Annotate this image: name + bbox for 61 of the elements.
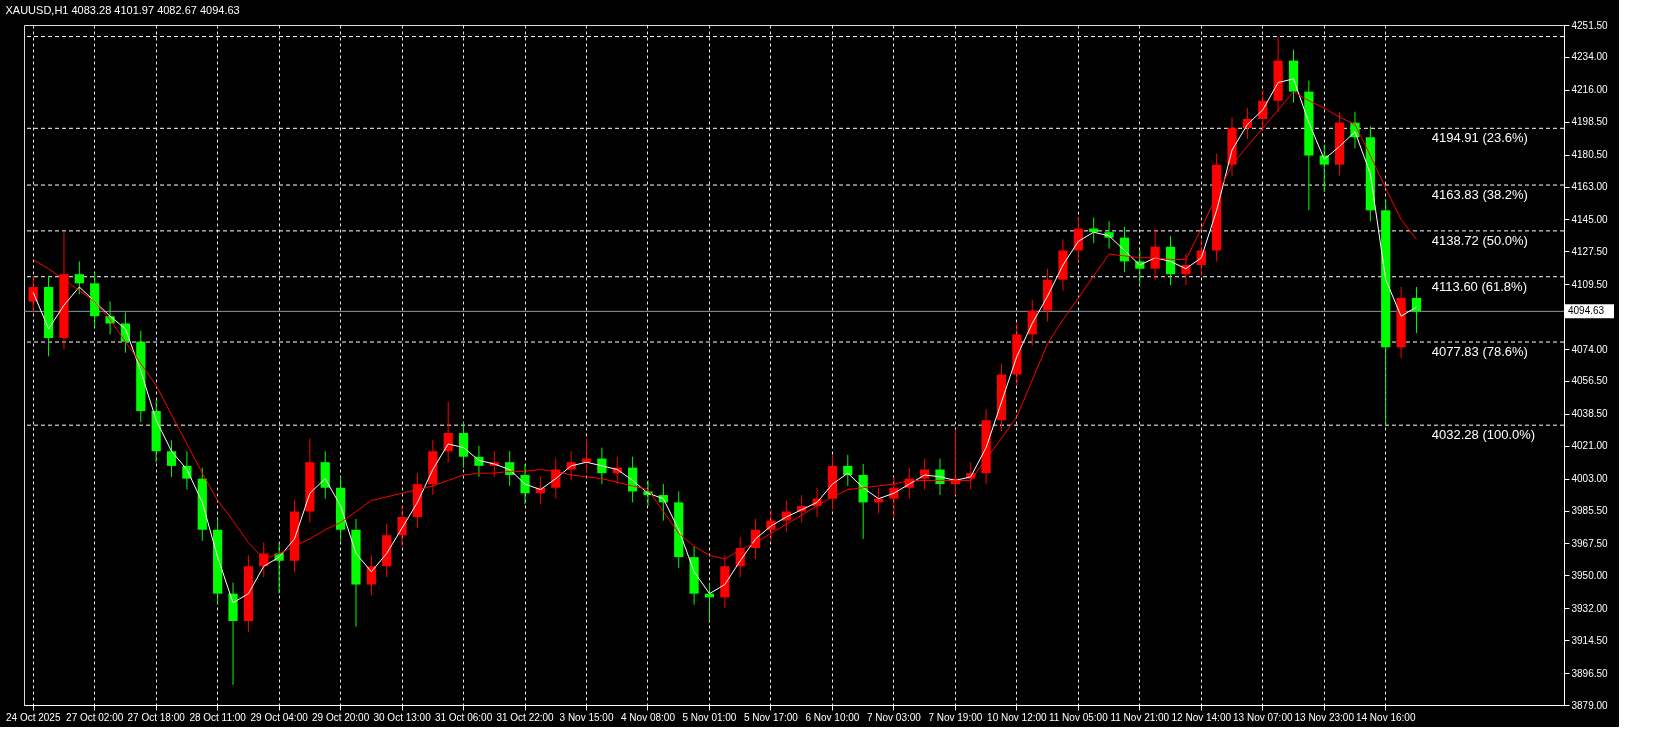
y-tick-label: 3932.00 [1571,602,1609,614]
y-tick-label: 4216.00 [1571,84,1609,96]
x-tick-label: 11 Nov 21:00 [1110,711,1170,723]
x-tick-label: 30 Oct 13:00 [373,711,432,723]
y-tick-label: 3985.50 [1571,505,1609,517]
candlestick [889,476,899,518]
y-tick-label: 4163.00 [1571,181,1609,193]
candlestick [28,275,38,314]
candlestick [458,421,469,469]
ref-line-label: 4032.28 (100.0%) [1431,427,1536,443]
y-tick-label: 4003.00 [1571,473,1609,485]
candlestick [520,463,530,505]
ref-line-label: 4094.63 [1568,305,1605,317]
x-tick-label: 13 Nov 23:00 [1294,711,1355,723]
y-tick-label: 3914.50 [1571,634,1609,646]
x-tick-label: 7 Nov 19:00 [928,711,983,723]
x-tick-label: 29 Oct 20:00 [311,711,370,723]
ref-line-label: 4163.83 (38.2%) [1431,187,1528,203]
x-tick-label: 29 Oct 04:00 [250,711,309,723]
y-tick-label: 3967.50 [1571,537,1609,549]
y-tick-label: 4180.50 [1571,149,1609,161]
x-tick-label: 5 Nov 17:00 [743,711,799,723]
x-tick-label: 4 Nov 08:00 [621,711,676,723]
x-tick-label: 27 Oct 18:00 [127,711,186,723]
y-tick-label: 4251.50 [1571,19,1609,31]
y-tick-label: 4038.50 [1571,408,1609,420]
y-tick-label: 4074.00 [1571,343,1609,355]
y-tick-label: 4198.50 [1571,116,1609,128]
y-tick-label: 4127.50 [1571,245,1609,257]
candlestick [166,439,177,478]
x-tick-label: 31 Oct 06:00 [434,711,493,723]
x-tick-label: 14 Nov 16:00 [1355,711,1416,723]
x-tick-label: 13 Nov 07:00 [1233,711,1293,723]
y-tick-label: 3950.00 [1571,569,1609,581]
candlestick [74,260,84,295]
candlestick [1150,228,1160,281]
y-tick-label: 3879.00 [1571,699,1609,711]
chart-title: XAUUSD,H1 4083.28 4101.97 4082.67 4094.63 [5,4,240,16]
x-tick-label: 10 Nov 12:00 [987,711,1048,723]
y-tick-label: 4145.00 [1571,213,1609,225]
y-tick-label: 4021.00 [1571,440,1609,452]
x-tick-label: 27 Oct 02:00 [66,711,124,723]
x-tick-label: 3 Nov 15:00 [559,711,614,723]
x-tick-label: 5 Nov 01:00 [682,711,737,723]
y-tick-label: 4056.50 [1571,375,1609,387]
ref-line-label: 4077.83 (78.6%) [1431,344,1528,360]
x-tick-label: 24 Oct 2025 [5,711,61,723]
ref-line-label: 4138.72 (50.0%) [1431,232,1528,248]
x-tick-label: 6 Nov 10:00 [805,711,860,723]
x-tick-label: 12 Nov 14:00 [1171,711,1232,723]
ref-line-label: 4113.60 (61.8%) [1431,278,1527,294]
y-tick-label: 4109.50 [1571,278,1609,290]
x-tick-label: 31 Oct 22:00 [496,711,555,723]
x-tick-label: 11 Nov 05:00 [1048,711,1109,723]
x-tick-label: 28 Oct 11:00 [189,711,247,723]
ref-line-label: 4194.91 (23.6%) [1431,130,1528,146]
y-tick-label: 4234.00 [1571,51,1609,63]
candlestick [397,505,407,547]
y-tick-label: 3896.50 [1571,667,1609,679]
x-tick-label: 7 Nov 03:00 [866,711,922,723]
candlestick [366,554,376,596]
